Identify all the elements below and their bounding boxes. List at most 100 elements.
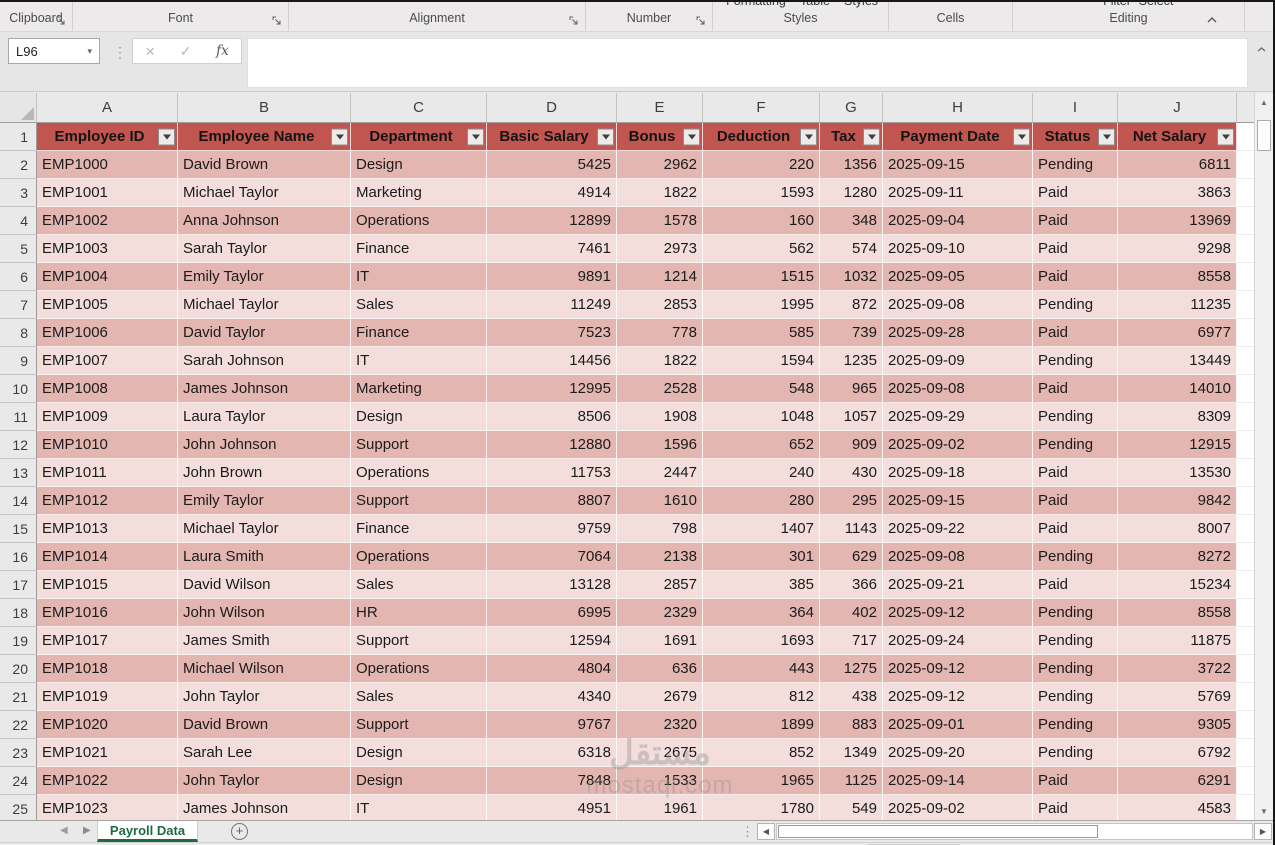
cell-employee-name[interactable]: Emily Taylor [178,263,351,291]
cell-basic-salary[interactable]: 9891 [487,263,617,291]
cell-employee-name[interactable]: James Johnson [178,795,351,820]
row-header-19[interactable]: 19 [0,627,37,655]
cell-bonus[interactable]: 1596 [617,431,703,459]
cell-status[interactable]: Paid [1033,263,1118,291]
cell-deduction[interactable]: 240 [703,459,820,487]
cell-tax[interactable]: 402 [820,599,883,627]
cell-deduction[interactable]: 585 [703,319,820,347]
cell-basic-salary[interactable]: 6995 [487,599,617,627]
cell-employee-name[interactable]: Sarah Johnson [178,347,351,375]
cell-employee-name[interactable]: Michael Taylor [178,179,351,207]
cell-tax[interactable]: 1280 [820,179,883,207]
row-header-17[interactable]: 17 [0,571,37,599]
cell-status[interactable]: Paid [1033,571,1118,599]
cell-tax[interactable]: 430 [820,459,883,487]
cell-basic-salary[interactable]: 5425 [487,151,617,179]
row-header-18[interactable]: 18 [0,599,37,627]
cell-employee-id[interactable]: EMP1017 [37,627,178,655]
cell-net-salary[interactable]: 9305 [1118,711,1237,739]
cell-bonus[interactable]: 2320 [617,711,703,739]
cell-payment-date[interactable]: 2025-09-28 [883,319,1033,347]
cell-tax[interactable]: 739 [820,319,883,347]
vertical-scrollbar[interactable]: ▲ ▼ [1254,93,1273,820]
dialog-launcher-icon[interactable] [569,14,580,25]
cell-bonus[interactable]: 2973 [617,235,703,263]
cell-basic-salary[interactable]: 12995 [487,375,617,403]
cell-employee-name[interactable]: David Brown [178,711,351,739]
cell-tax[interactable]: 574 [820,235,883,263]
cell-department[interactable]: Support [351,431,487,459]
cell-department[interactable]: Design [351,151,487,179]
cell-basic-salary[interactable]: 12594 [487,627,617,655]
cell-employee-name[interactable]: John Wilson [178,599,351,627]
row-header-11[interactable]: 11 [0,403,37,431]
cell-department[interactable]: Design [351,403,487,431]
header-cell-deduction[interactable]: Deduction [703,123,820,151]
select-all-corner[interactable] [0,93,37,123]
cell-net-salary[interactable]: 3863 [1118,179,1237,207]
cell-tax[interactable]: 438 [820,683,883,711]
cell-employee-id[interactable]: EMP1018 [37,655,178,683]
cell-department[interactable]: IT [351,795,487,820]
cell-payment-date[interactable]: 2025-09-22 [883,515,1033,543]
cell-employee-name[interactable]: James Smith [178,627,351,655]
cell-tax[interactable]: 965 [820,375,883,403]
cell-basic-salary[interactable]: 4914 [487,179,617,207]
cell-payment-date[interactable]: 2025-09-08 [883,375,1033,403]
cell-employee-name[interactable]: John Johnson [178,431,351,459]
cell-status[interactable]: Pending [1033,543,1118,571]
cell-employee-name[interactable]: Laura Smith [178,543,351,571]
filter-dropdown-icon[interactable] [683,128,700,145]
cell-payment-date[interactable]: 2025-09-09 [883,347,1033,375]
cell-basic-salary[interactable]: 11753 [487,459,617,487]
scroll-up-icon[interactable]: ▲ [1260,97,1268,107]
cell-status[interactable]: Paid [1033,767,1118,795]
cell-status[interactable]: Paid [1033,459,1118,487]
cell-payment-date[interactable]: 2025-09-08 [883,543,1033,571]
column-header-bonus[interactable]: E [617,93,703,123]
cell-deduction[interactable]: 1965 [703,767,820,795]
filter-dropdown-icon[interactable] [158,128,175,145]
cell-deduction[interactable]: 364 [703,599,820,627]
cell-employee-name[interactable]: Michael Wilson [178,655,351,683]
row-header-8[interactable]: 8 [0,319,37,347]
cell-basic-salary[interactable]: 8506 [487,403,617,431]
cell-bonus[interactable]: 2528 [617,375,703,403]
cell-employee-id[interactable]: EMP1006 [37,319,178,347]
cell-employee-id[interactable]: EMP1014 [37,543,178,571]
cell-status[interactable]: Paid [1033,375,1118,403]
cell-payment-date[interactable]: 2025-09-11 [883,179,1033,207]
cell-tax[interactable]: 1057 [820,403,883,431]
cell-deduction[interactable]: 652 [703,431,820,459]
cell-employee-name[interactable]: John Taylor [178,683,351,711]
row-header-22[interactable]: 22 [0,711,37,739]
cell-employee-id[interactable]: EMP1005 [37,291,178,319]
cell-status[interactable]: Pending [1033,291,1118,319]
cell-payment-date[interactable]: 2025-09-20 [883,739,1033,767]
cell-employee-id[interactable]: EMP1010 [37,431,178,459]
cell-net-salary[interactable]: 15234 [1118,571,1237,599]
column-header-payment-date[interactable]: H [883,93,1033,123]
dialog-launcher-icon[interactable] [56,14,67,25]
row-header-20[interactable]: 20 [0,655,37,683]
cell-tax[interactable]: 1349 [820,739,883,767]
cell-employee-id[interactable]: EMP1008 [37,375,178,403]
cell-tax[interactable]: 1032 [820,263,883,291]
cell-employee-name[interactable]: Anna Johnson [178,207,351,235]
cell-employee-id[interactable]: EMP1004 [37,263,178,291]
cell-department[interactable]: Sales [351,571,487,599]
cell-status[interactable]: Pending [1033,655,1118,683]
row-header-10[interactable]: 10 [0,375,37,403]
cell-tax[interactable]: 1275 [820,655,883,683]
row-header-12[interactable]: 12 [0,431,37,459]
cell-employee-name[interactable]: David Wilson [178,571,351,599]
cell-payment-date[interactable]: 2025-09-15 [883,487,1033,515]
cell-status[interactable]: Pending [1033,683,1118,711]
cell-payment-date[interactable]: 2025-09-12 [883,599,1033,627]
header-cell-payment-date[interactable]: Payment Date [883,123,1033,151]
cell-department[interactable]: Finance [351,235,487,263]
cell-employee-name[interactable]: Laura Taylor [178,403,351,431]
insert-function-icon[interactable]: fx [216,43,229,59]
enter-check-icon[interactable]: ✓ [179,43,192,59]
filter-dropdown-icon[interactable] [597,128,614,145]
